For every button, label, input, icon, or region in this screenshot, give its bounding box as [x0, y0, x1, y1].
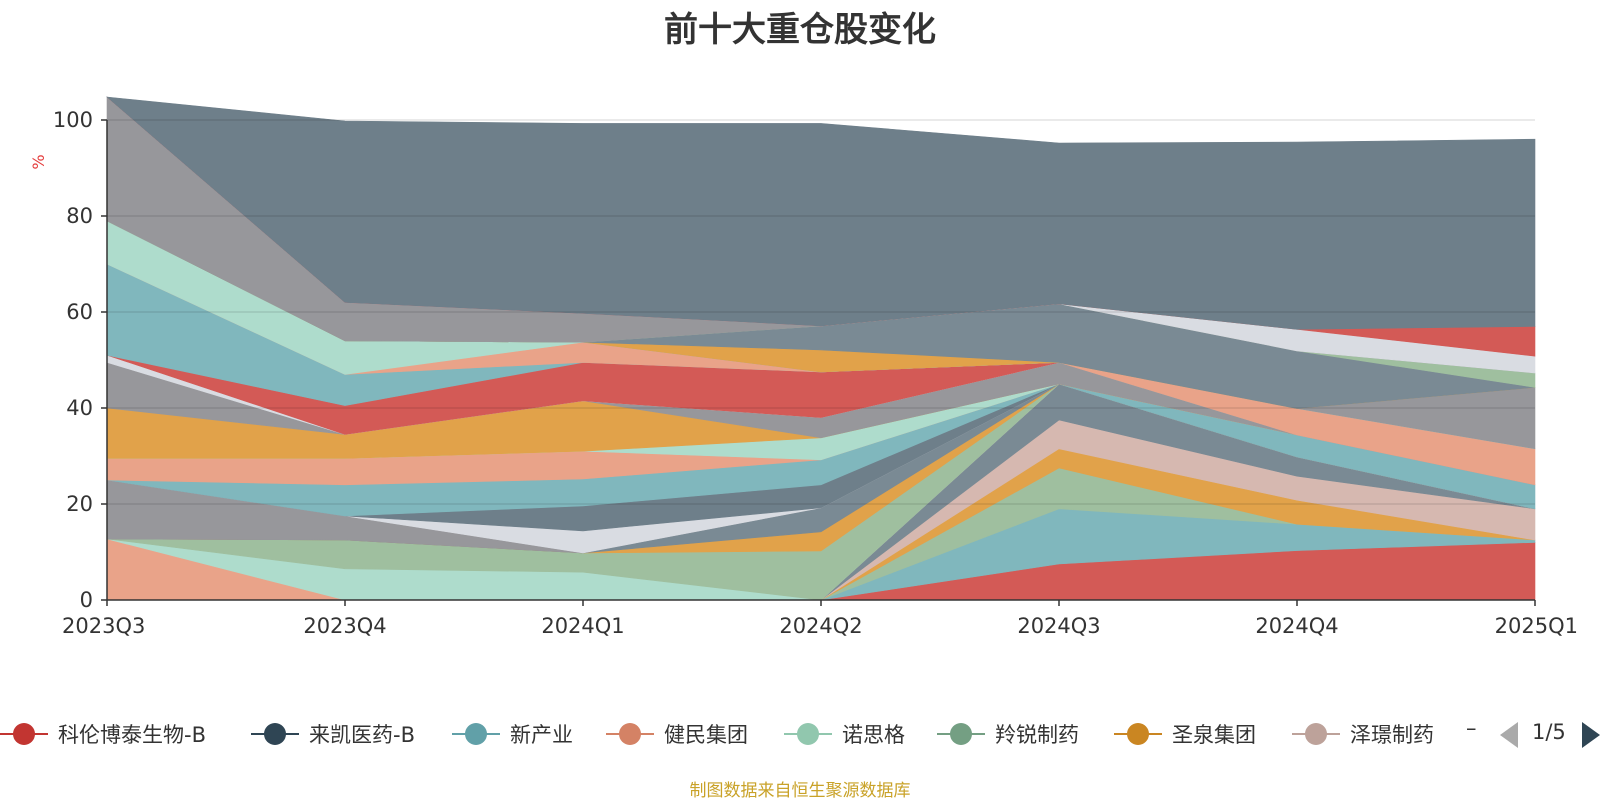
- area-series-31: [106, 96, 1536, 330]
- legend-marker-icon: [1292, 720, 1340, 748]
- chart-title: 前十大重仓股变化: [664, 10, 936, 50]
- legend-label: 泽璟制药: [1350, 723, 1434, 747]
- stacked-area-chart: 0 20 40 60 80 100 2023Q3 2023Q4 2024Q1 2024Q2 2024…: [29, 96, 1578, 638]
- legend-label: 来凯医药-B: [309, 723, 415, 747]
- legend-next-page-button[interactable]: [1582, 722, 1600, 748]
- legend: 科伦博泰生物-B 来凯医药-B 新产业 健民集团 诺思格 羚锐制药 圣泉集团 泽璟制药 – 1…: [0, 716, 1600, 756]
- legend-label: 健民集团: [664, 723, 748, 747]
- x-tick-label: 2024Q1: [541, 614, 624, 638]
- x-tick-label: 2024Q4: [1255, 614, 1338, 638]
- legend-marker-icon: [251, 720, 299, 748]
- areas-layer: [106, 96, 1536, 601]
- x-tick-label: 2023Q4: [303, 614, 386, 638]
- legend-item[interactable]: 圣泉集团: [1114, 716, 1256, 752]
- legend-label: 羚锐制药: [995, 723, 1079, 747]
- legend-item[interactable]: 羚锐制药: [937, 716, 1079, 752]
- y-tick-label: 40: [66, 396, 93, 420]
- data-source-note: 制图数据来自恒生聚源数据库: [689, 781, 911, 801]
- legend-marker-icon: [784, 720, 832, 748]
- y-tick-label: 60: [66, 300, 93, 324]
- grid-layer: [107, 119, 1535, 505]
- legend-item[interactable]: 健民集团: [606, 716, 748, 752]
- x-tick-label: 2024Q3: [1017, 614, 1100, 638]
- legend-item[interactable]: 来凯医药-B: [251, 716, 415, 752]
- x-tick-label: 2025Q1: [1495, 614, 1578, 638]
- y-tick-label: 80: [66, 204, 93, 228]
- legend-marker-icon: [606, 720, 654, 748]
- legend-label: 圣泉集团: [1172, 723, 1256, 747]
- legend-marker-icon: [1114, 720, 1162, 748]
- x-tick-label: 2024Q2: [779, 614, 862, 638]
- legend-page-indicator: 1/5: [1532, 720, 1566, 744]
- y-axis-unit-label: %: [29, 154, 48, 169]
- axis-layer: 0 20 40 60 80 100 2023Q3 2023Q4 2024Q1 2024Q2 2024…: [53, 108, 1578, 638]
- legend-item[interactable]: 诺思格: [784, 716, 905, 752]
- x-tick-label: 2023Q3: [62, 614, 145, 638]
- legend-label: 科伦博泰生物-B: [58, 723, 206, 747]
- legend-prev-page-button[interactable]: [1500, 722, 1518, 748]
- y-tick-label: 20: [66, 492, 93, 516]
- legend-item[interactable]: 泽璟制药: [1292, 716, 1434, 752]
- y-tick-label: 0: [80, 588, 93, 612]
- legend-marker-icon: [937, 720, 985, 748]
- legend-more-indicator: –: [1466, 716, 1477, 740]
- legend-marker-icon: [0, 720, 48, 748]
- y-tick-label: 100: [53, 108, 93, 132]
- legend-label: 新产业: [510, 723, 573, 747]
- legend-item[interactable]: 科伦博泰生物-B: [0, 716, 206, 752]
- legend-item[interactable]: 新产业: [452, 716, 573, 752]
- legend-label: 诺思格: [842, 723, 905, 747]
- legend-marker-icon: [452, 720, 500, 748]
